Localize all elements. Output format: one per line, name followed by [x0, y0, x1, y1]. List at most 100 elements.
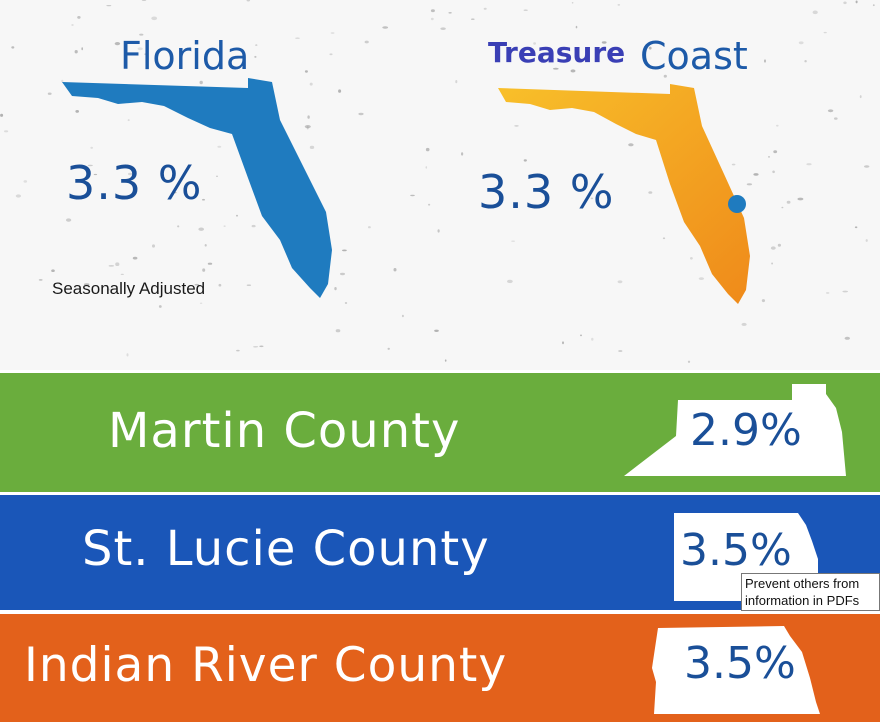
speckle [533, 42, 536, 45]
speckle [246, 0, 251, 2]
county-band-st-lucie: St. Lucie County 3.5% [0, 495, 880, 610]
speckle [662, 237, 666, 240]
speckle [687, 360, 691, 363]
speckle [827, 109, 834, 113]
speckle [47, 92, 52, 95]
speckle [255, 44, 258, 46]
speckle [11, 46, 15, 49]
speckle [334, 287, 337, 291]
speckle [575, 25, 578, 29]
speckle [137, 47, 143, 51]
martin-county-shape-icon [624, 384, 846, 476]
speckle [804, 60, 807, 63]
speckle [90, 146, 93, 149]
speckle [141, 0, 147, 1]
indian-river-county-shape-icon [652, 626, 820, 714]
speckle [259, 345, 264, 348]
speckle [115, 262, 120, 267]
speckle [523, 9, 528, 11]
speckle [798, 41, 804, 45]
speckle [51, 269, 55, 273]
speckle [773, 150, 778, 154]
speckle [764, 59, 766, 63]
treasure-coast-map-icon [498, 84, 750, 304]
speckle [648, 46, 652, 50]
speckle [254, 55, 257, 58]
speckle [448, 12, 452, 14]
speckle [507, 279, 513, 284]
speckle [309, 82, 313, 86]
speckle [158, 305, 162, 308]
speckle [741, 322, 747, 326]
speckle [834, 117, 838, 120]
speckle [152, 244, 155, 248]
speckle [746, 183, 753, 186]
speckle [698, 277, 705, 280]
speckle [223, 225, 226, 227]
county-band-martin: Martin County 2.9% [0, 373, 880, 492]
speckle [770, 246, 776, 250]
speckle [194, 283, 200, 286]
speckle [590, 197, 594, 200]
speckle [772, 170, 775, 174]
speckle [87, 164, 93, 167]
speckle [77, 16, 81, 19]
speckle [304, 125, 311, 129]
speckle [216, 175, 218, 177]
speckle [844, 336, 850, 340]
pdf-protection-tooltip: Prevent others from information in PDFs [741, 573, 880, 611]
county-name: Indian River County [24, 638, 508, 693]
speckle [768, 156, 770, 158]
speckle [618, 350, 623, 352]
speckle [126, 353, 129, 357]
speckle [430, 9, 435, 13]
speckle [139, 33, 144, 36]
speckle [843, 1, 847, 5]
speckle [74, 50, 78, 54]
speckle [781, 206, 784, 209]
speckle [771, 262, 773, 265]
florida-map-icon [62, 78, 332, 298]
speckle [859, 95, 862, 99]
speckle [393, 268, 397, 272]
speckle [246, 284, 252, 286]
speckle [127, 119, 130, 122]
speckle [483, 7, 487, 10]
speckle [236, 349, 240, 352]
speckle [207, 262, 213, 265]
speckle [401, 314, 404, 318]
speckle [199, 80, 203, 85]
speckle [253, 346, 259, 348]
speckle [364, 40, 369, 44]
speckle [571, 2, 574, 4]
speckle [23, 180, 28, 183]
county-rate: 2.9% [690, 405, 802, 456]
speckle [382, 26, 389, 29]
speckle [344, 302, 348, 304]
seasonally-adjusted-note: Seasonally Adjusted [52, 279, 206, 298]
speckle [591, 337, 594, 341]
county-band-indian-river: Indian River County 3.5% [0, 614, 880, 722]
tooltip-line-2: information in PDFs [745, 593, 860, 608]
speckle [617, 280, 623, 284]
speckle [552, 67, 559, 70]
treasure-coast-location-marker [728, 195, 746, 213]
speckle [198, 227, 204, 231]
speckle [15, 194, 21, 198]
speckle [251, 224, 256, 228]
speckle [199, 302, 203, 304]
speckle-background [0, 0, 875, 363]
speckle [0, 113, 4, 117]
speckle [410, 194, 415, 197]
speckle [826, 292, 830, 294]
speckle [731, 163, 736, 166]
speckle [865, 239, 868, 242]
treasure-coast-title-part1: Treasure [488, 36, 626, 69]
speckle [812, 10, 818, 15]
speckle [514, 125, 519, 127]
speckle [776, 124, 779, 127]
speckle [128, 172, 133, 176]
speckle [872, 4, 875, 7]
county-rate: 3.5% [680, 525, 792, 576]
speckle [753, 173, 759, 176]
